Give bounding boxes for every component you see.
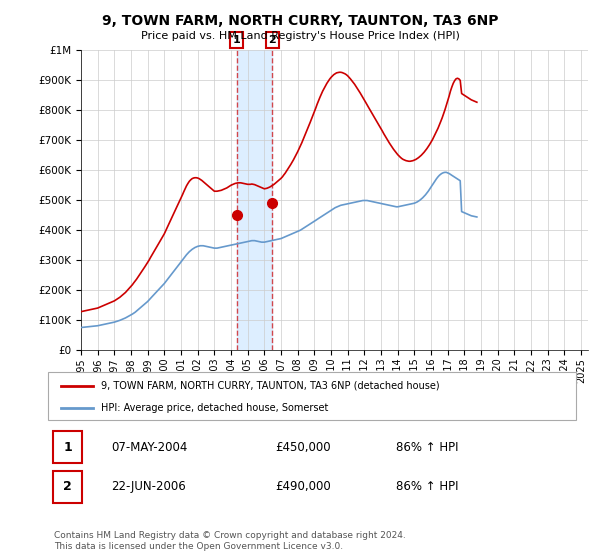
Text: HPI: Average price, detached house, Somerset: HPI: Average price, detached house, Some… xyxy=(101,403,328,413)
Text: 9, TOWN FARM, NORTH CURRY, TAUNTON, TA3 6NP: 9, TOWN FARM, NORTH CURRY, TAUNTON, TA3 … xyxy=(102,14,498,28)
Text: 1: 1 xyxy=(64,441,72,454)
Text: This data is licensed under the Open Government Licence v3.0.: This data is licensed under the Open Gov… xyxy=(54,542,343,551)
Text: 1: 1 xyxy=(233,35,241,45)
Text: 07-MAY-2004: 07-MAY-2004 xyxy=(112,441,188,454)
Text: 9, TOWN FARM, NORTH CURRY, TAUNTON, TA3 6NP (detached house): 9, TOWN FARM, NORTH CURRY, TAUNTON, TA3 … xyxy=(101,381,439,391)
Text: 2: 2 xyxy=(64,480,72,493)
FancyBboxPatch shape xyxy=(48,372,576,420)
Text: 86% ↑ HPI: 86% ↑ HPI xyxy=(397,480,459,493)
Text: Contains HM Land Registry data © Crown copyright and database right 2024.: Contains HM Land Registry data © Crown c… xyxy=(54,531,406,540)
FancyBboxPatch shape xyxy=(53,471,82,503)
Text: £490,000: £490,000 xyxy=(275,480,331,493)
Text: £450,000: £450,000 xyxy=(275,441,331,454)
Text: 2: 2 xyxy=(268,35,276,45)
Text: 86% ↑ HPI: 86% ↑ HPI xyxy=(397,441,459,454)
Text: Price paid vs. HM Land Registry's House Price Index (HPI): Price paid vs. HM Land Registry's House … xyxy=(140,31,460,41)
Bar xyxy=(237,50,272,350)
FancyBboxPatch shape xyxy=(53,431,82,464)
Text: 22-JUN-2006: 22-JUN-2006 xyxy=(112,480,186,493)
